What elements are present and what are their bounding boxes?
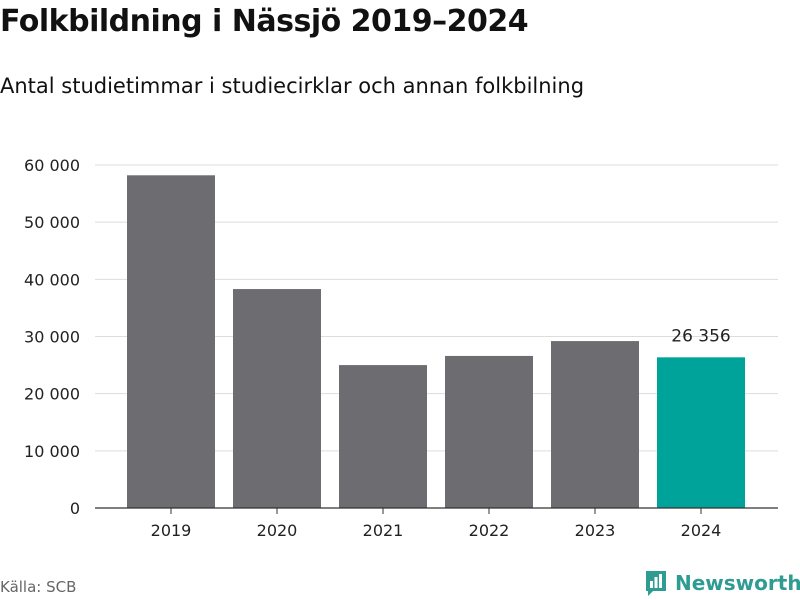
y-tick-label: 60 000 xyxy=(24,156,80,175)
y-tick-label: 0 xyxy=(70,499,80,518)
data-label: 26 356 xyxy=(671,326,730,346)
y-tick-label: 20 000 xyxy=(24,385,80,404)
bar-2022 xyxy=(445,355,533,508)
chart-subtitle: Antal studietimmar i studiecirklar och a… xyxy=(0,74,585,98)
x-tick-label: 2020 xyxy=(257,521,298,540)
source-note: Källa: SCB xyxy=(0,578,77,596)
newsworthy-logo: Newsworthy xyxy=(644,569,800,597)
y-tick-label: 10 000 xyxy=(24,442,80,461)
x-tick-label: 2021 xyxy=(363,521,404,540)
bar-2023 xyxy=(551,341,639,508)
y-tick-label: 50 000 xyxy=(24,213,80,232)
chart-title: Folkbildning i Nässjö 2019–2024 xyxy=(0,4,529,39)
bar-2019 xyxy=(127,175,215,509)
bar-2020 xyxy=(233,289,321,508)
y-tick-label: 40 000 xyxy=(24,270,80,289)
newsworthy-logo-icon xyxy=(646,571,666,596)
brand-name: Newsworthy xyxy=(675,571,800,595)
x-tick-label: 2019 xyxy=(151,521,192,540)
x-tick-label: 2024 xyxy=(681,521,722,540)
bar-2024 xyxy=(657,357,745,508)
x-tick-label: 2022 xyxy=(469,521,510,540)
x-tick-label: 2023 xyxy=(575,521,616,540)
bar-2021 xyxy=(339,365,427,508)
y-tick-label: 30 000 xyxy=(24,328,80,347)
